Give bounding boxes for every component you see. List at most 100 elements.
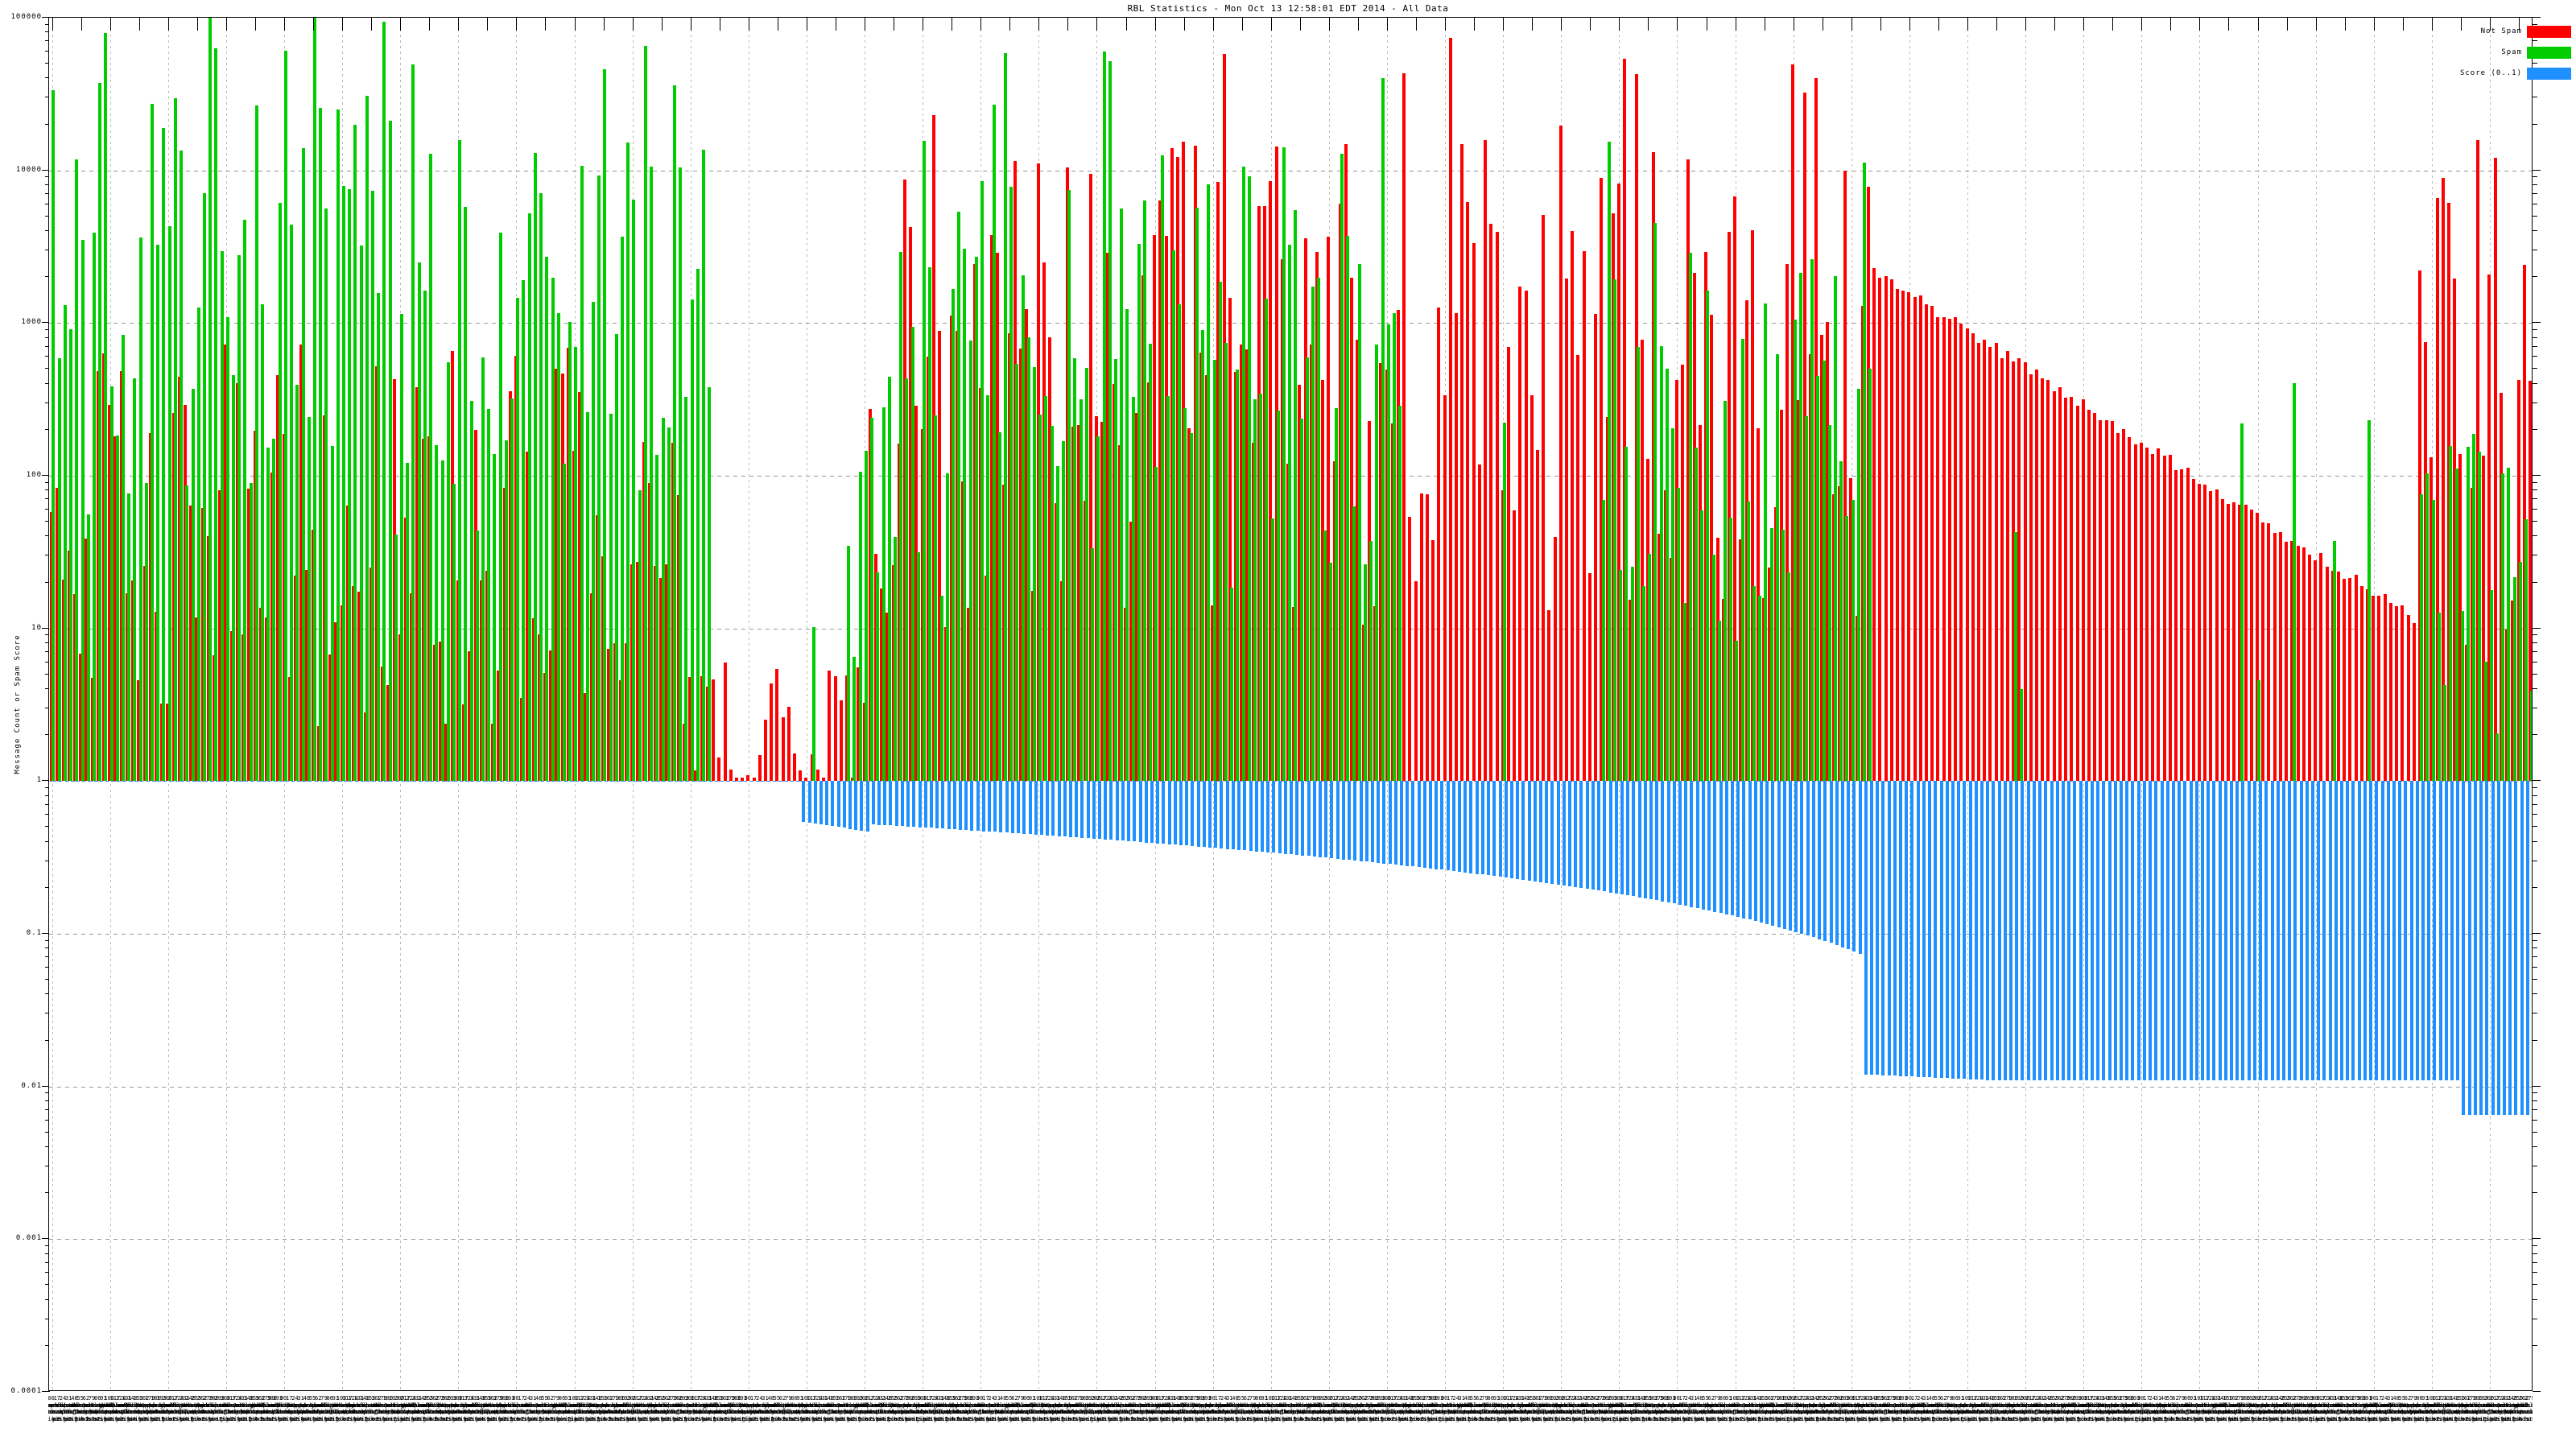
bar-score xyxy=(865,781,869,832)
y-tick-minor xyxy=(45,1146,50,1148)
bar-not-spam xyxy=(1175,157,1179,782)
bar-spam xyxy=(2425,473,2429,782)
bar-score xyxy=(320,781,324,782)
bar-spam xyxy=(1125,308,1129,782)
bar-spam xyxy=(1149,343,1153,782)
x-axis-label: 362 ubl.unsubscore bl.blocklist 4 hosts xyxy=(469,1395,517,1422)
bar-not-spam xyxy=(2081,399,2085,782)
x-axis-label: 362 zen.spamhaus.o bl.spamcop.n 2 hosts xyxy=(932,1395,980,1422)
x-axis-label: 162 db.wpbl.info cbl.abuseat. 2 hosts xyxy=(1748,1395,1790,1422)
bar-score xyxy=(1818,781,1822,939)
x-axis-label: 279 noptr.spamrats dnsbl-1.ucep origin xyxy=(1344,1395,1393,1422)
bar-spam xyxy=(574,347,578,782)
legend-item-1[interactable]: Spam xyxy=(2406,43,2571,61)
y-tick-major-right xyxy=(2533,1391,2541,1392)
bar-spam xyxy=(934,415,938,782)
x-axis-label: 286 ubl.unsubscore bl.blocklist 3 hosts xyxy=(2279,1395,2327,1422)
x-axis-label: 179 bl.spamcop.net psbl.surriel origin xyxy=(2447,1395,2496,1422)
bar-spam xyxy=(1166,395,1170,782)
bar-not-spam xyxy=(142,566,147,782)
x-axis-label: 200 dnsbl.inps.de ix.dnsbl.man 2 hosts xyxy=(1306,1395,1351,1422)
bar-score xyxy=(2194,781,2198,1080)
bar-not-spam xyxy=(2307,554,2311,782)
x-axis-label: 93 dnsbl.dronebl. dyna.spamrat origin xyxy=(312,1395,360,1422)
x-axis-label: 48 bl.mailspike.n bogons.cymru 2 hosts xyxy=(979,1395,1027,1422)
bar-score xyxy=(2044,781,2048,1080)
bar-score xyxy=(1411,781,1415,867)
y-tick-minor-right xyxy=(2533,1146,2537,1148)
bar-not-spam xyxy=(1802,92,1806,782)
bar-spam xyxy=(923,141,926,782)
bar-score xyxy=(384,781,388,782)
bar-spam xyxy=(939,595,943,782)
bar-score xyxy=(2276,781,2280,1080)
y-tick-minor xyxy=(45,939,50,941)
x-axis-label: 131 all.s5h.net spamrbl.imp. origin xyxy=(106,1395,147,1422)
bar-spam xyxy=(98,82,102,782)
bar-score xyxy=(1533,781,1537,881)
bar-score xyxy=(1092,781,1096,839)
bar-score xyxy=(2415,781,2419,1080)
x-axis-label: 186 dnsbl.inps.de ix.dnsbl.man 3 hosts xyxy=(1758,1395,1803,1422)
bar-spam xyxy=(516,297,520,782)
bar-score xyxy=(1800,781,1804,934)
x-axis-label: 200 rbl.interserve dnsbl.droneb 2 hosts xyxy=(2232,1395,2281,1422)
x-axis-label: 324 b.barracudacen truncate.gbu origin xyxy=(2302,1395,2351,1422)
bar-spam xyxy=(243,220,247,782)
bar-score xyxy=(2189,781,2193,1080)
bar-not-spam xyxy=(508,390,512,782)
bar-score xyxy=(1324,781,1328,858)
bar-not-spam xyxy=(1431,540,1435,782)
bar-not-spam xyxy=(2220,499,2224,782)
bar-score xyxy=(1864,781,1868,1075)
bar-score xyxy=(2520,781,2524,1116)
bar-not-spam xyxy=(943,626,947,782)
bar-spam xyxy=(974,257,978,782)
bar-score xyxy=(2230,781,2234,1080)
bar-score xyxy=(1353,781,1357,861)
legend-item-0[interactable]: Not Spam xyxy=(2406,23,2571,40)
bar-score xyxy=(1162,781,1166,844)
bar-not-spam xyxy=(2191,478,2195,782)
bar-score xyxy=(2015,781,2019,1080)
x-axis-label: 55 noptr.spamrats dnsbl-1.ucep origin xyxy=(288,1395,336,1422)
bar-not-spam xyxy=(2197,484,2201,782)
bar-not-spam xyxy=(723,662,727,782)
bar-not-spam xyxy=(410,592,414,782)
bar-score xyxy=(1695,781,1699,909)
bar-spam xyxy=(1038,414,1042,782)
bar-not-spam xyxy=(2215,489,2219,782)
bar-spam xyxy=(1653,222,1657,782)
y-tick-minor-right xyxy=(2533,230,2537,232)
bar-spam xyxy=(881,407,886,782)
bar-spam xyxy=(498,232,502,782)
bar-score xyxy=(372,781,376,782)
bar-spam xyxy=(1816,375,1820,782)
bar-not-spam xyxy=(2052,390,2056,782)
bar-not-spam xyxy=(2145,447,2149,782)
x-axis-label: 148 psbl.surriel.c all.s5h.net 2 hosts xyxy=(805,1395,853,1422)
bar-score xyxy=(198,781,202,782)
bar-not-spam xyxy=(996,252,1000,782)
bar-score xyxy=(1422,781,1426,868)
x-axis-label: 100 psbl.surriel.c all.s5h.net 2 hosts xyxy=(1711,1395,1759,1422)
bar-score xyxy=(558,781,562,782)
x-axis-label: 62 spamrbl.imp.ch hostkarma.ju 2 hosts xyxy=(1919,1395,1967,1422)
y-tick-major-right xyxy=(2533,1238,2541,1240)
legend-item-2[interactable]: Score (0..1) xyxy=(2406,64,2571,82)
bar-score xyxy=(1046,781,1050,836)
y-tick-major-right xyxy=(2533,322,2541,324)
bar-score xyxy=(2328,781,2332,1080)
x-axis-label: 31 all.s5h.net spamrbl.imp. origin xyxy=(2370,1395,2411,1422)
bar-spam xyxy=(127,493,131,782)
bar-not-spam xyxy=(1994,343,1998,782)
bar-spam xyxy=(597,175,601,782)
bar-score xyxy=(540,781,544,782)
bar-spam xyxy=(945,473,949,782)
bar-not-spam xyxy=(166,704,170,782)
bar-score xyxy=(1237,781,1241,850)
x-axis-label: 217 dnsbl.dronebl. dyna.spamrat origin xyxy=(613,1395,662,1422)
bar-spam xyxy=(69,328,73,782)
y-tick-major-right xyxy=(2533,780,2541,782)
bar-score xyxy=(1388,781,1392,865)
